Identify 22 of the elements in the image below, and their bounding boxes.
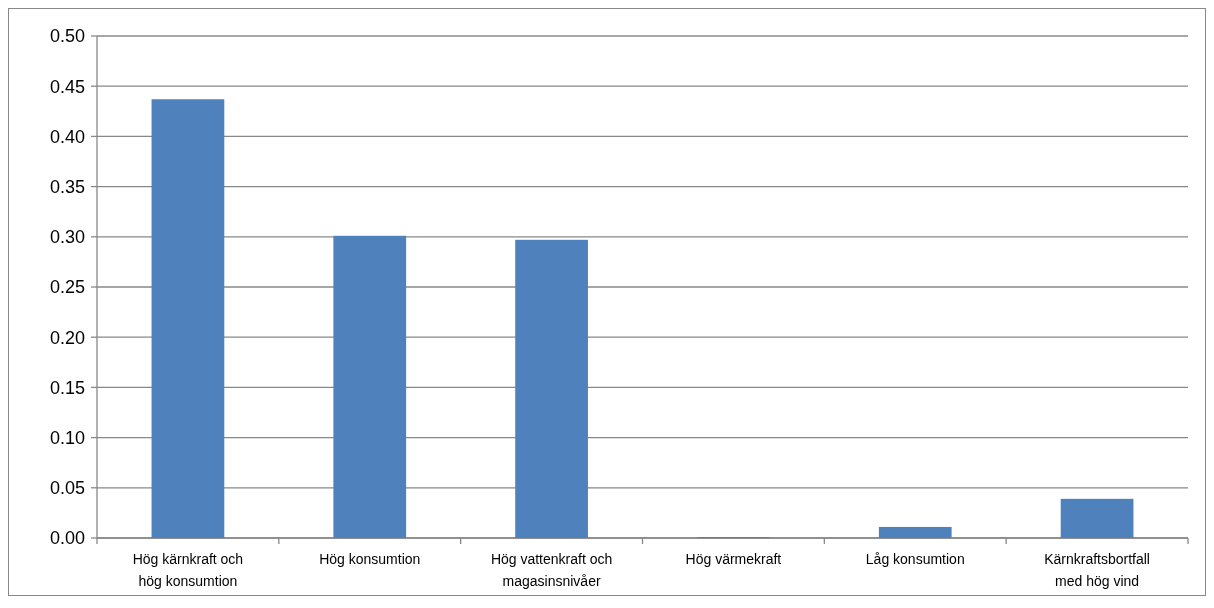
- x-tick-label: Låg konsumtion: [865, 551, 965, 567]
- y-tick-label: 0.10: [49, 427, 85, 448]
- x-tick-label: Hög konsumtion: [319, 551, 421, 567]
- y-tick-label: 0.25: [49, 277, 85, 298]
- x-tick-label: Kärnkraftsbortfall med hög vind: [1044, 551, 1150, 589]
- bar: [333, 235, 407, 538]
- y-tick-label: 0.50: [49, 26, 85, 47]
- y-tick-label: 0.40: [49, 126, 85, 147]
- x-tick-label: Hög vattenkraft och magasinsnivåer: [490, 551, 613, 589]
- y-tick-label: 0.15: [49, 377, 85, 398]
- y-tick-label: 0.30: [49, 227, 85, 248]
- y-tick-label: 0.05: [49, 478, 85, 499]
- x-tick-label: Hög värmekraft: [685, 551, 782, 567]
- bar: [1060, 498, 1134, 538]
- y-tick-label: 0.20: [49, 327, 85, 348]
- bar: [878, 526, 952, 538]
- bar: [515, 239, 588, 538]
- bar: [151, 99, 225, 538]
- y-tick-label: 0.45: [49, 76, 85, 97]
- y-tick-label: 0.35: [49, 176, 85, 197]
- x-tick-label: Hög kärnkraft och hög konsumtion: [132, 551, 244, 589]
- y-tick-label: 0.00: [49, 528, 85, 549]
